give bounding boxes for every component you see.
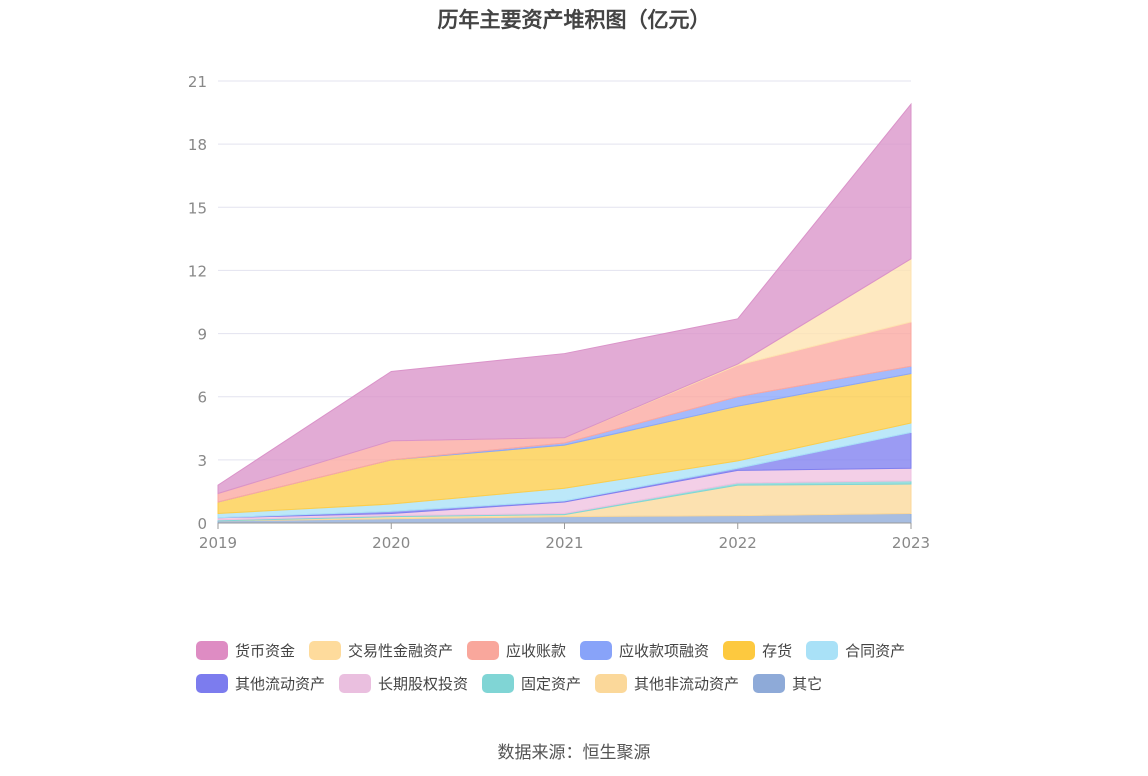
x-tick-label: 2023 — [892, 534, 930, 552]
data-source: 数据来源：恒生聚源 — [497, 743, 651, 763]
axes: 0 3 6 9 12 15 18 21 2019 2020 2021 2022 2023 — [188, 73, 930, 552]
y-tick-label: 21 — [188, 73, 207, 91]
legend-item[interactable]: 合同资产 — [806, 640, 905, 661]
x-tick-label: 2021 — [545, 534, 583, 552]
legend-swatch — [580, 641, 613, 660]
legend-item[interactable]: 交易性金融资产 — [309, 640, 453, 661]
legend-swatch — [339, 674, 372, 693]
y-tick-label: 6 — [197, 389, 207, 407]
legend-label: 应收款项融资 — [619, 642, 710, 660]
stacked-area-chart: 0 3 6 9 12 15 18 21 2019 2020 2021 2022 2023 — [188, 73, 930, 552]
legend-item[interactable]: 应收款项融资 — [580, 640, 709, 661]
legend-swatch — [196, 674, 228, 693]
legend-label: 交易性金融资产 — [348, 642, 454, 660]
legend-swatch — [196, 641, 228, 660]
legend-swatch — [806, 641, 839, 660]
y-tick-label: 0 — [197, 515, 207, 533]
x-tick-label: 2019 — [199, 534, 237, 552]
y-tick-label: 3 — [197, 452, 207, 470]
chart-title: 历年主要资产堆积图（亿元） — [437, 8, 711, 32]
y-tick-label: 18 — [188, 136, 207, 154]
legend-item[interactable]: 其他流动资产 — [196, 673, 325, 694]
legend-item[interactable]: 长期股权投资 — [339, 673, 468, 694]
y-tick-label: 12 — [188, 262, 207, 280]
chart-legend: 货币资金 交易性金融资产 应收账款 应收款项融资 存货 合同资产其他流动资产 长期股权投资 固… — [196, 640, 976, 694]
legend-swatch — [723, 641, 756, 660]
legend-item[interactable]: 货币资金 — [196, 640, 295, 661]
x-tick-label: 2022 — [719, 534, 757, 552]
area-货币资金 — [217, 102, 912, 495]
legend-label: 合同资产 — [845, 642, 906, 660]
area-series — [217, 102, 912, 524]
legend-swatch — [595, 674, 628, 693]
y-tick-label: 15 — [188, 199, 207, 217]
legend-label: 长期股权投资 — [378, 675, 469, 693]
legend-swatch — [753, 674, 786, 693]
legend-label: 应收账款 — [506, 642, 567, 660]
y-tick-label: 9 — [197, 326, 207, 344]
legend-item[interactable]: 应收账款 — [467, 640, 566, 661]
legend-item[interactable]: 存货 — [723, 640, 792, 661]
legend-label: 货币资金 — [235, 642, 296, 660]
legend-label: 存货 — [762, 642, 793, 660]
legend-swatch — [482, 674, 515, 693]
legend-label: 其他流动资产 — [235, 675, 326, 693]
legend-label: 固定资产 — [521, 675, 582, 693]
x-tick-label: 2020 — [372, 534, 410, 552]
legend-swatch — [467, 641, 500, 660]
legend-item[interactable]: 其他非流动资产 — [595, 673, 739, 694]
legend-item[interactable]: 其它 — [753, 673, 822, 694]
legend-label: 其它 — [792, 675, 823, 693]
legend-label: 其他非流动资产 — [634, 675, 740, 693]
legend-swatch — [309, 641, 342, 660]
legend-item[interactable]: 固定资产 — [482, 673, 581, 694]
